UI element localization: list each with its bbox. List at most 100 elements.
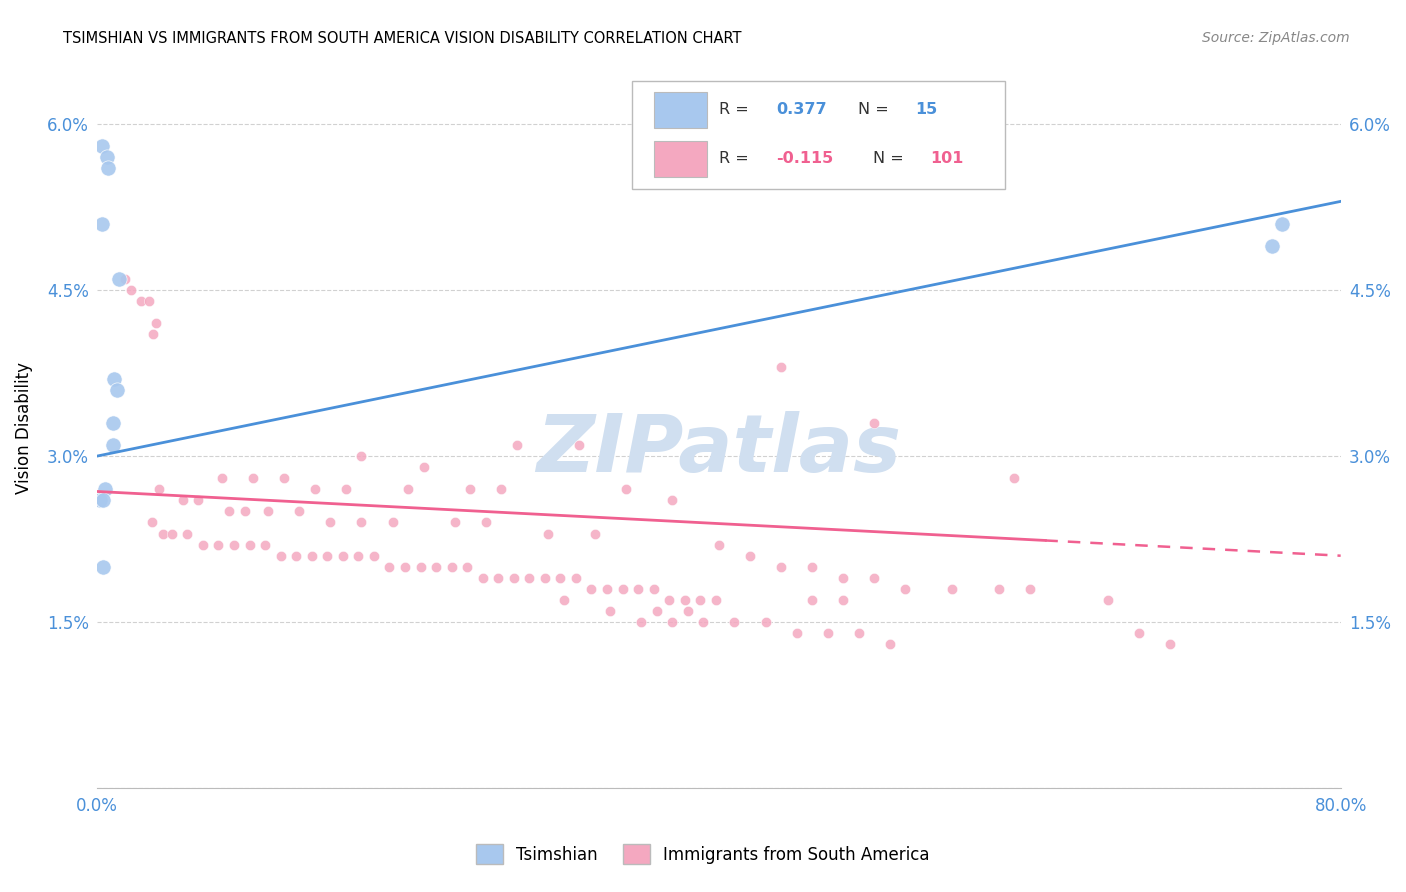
Point [673,593,696,607]
Point [770,559,793,574]
Point [596,582,619,596]
Point [93,493,115,508]
Point [152,526,174,541]
Point [412,460,434,475]
Point [238,538,260,552]
Point [409,559,432,574]
Point [987,582,1010,596]
Point [396,483,419,497]
Point [770,360,793,375]
Point [676,604,699,618]
Point [879,637,901,651]
Point [894,582,917,596]
Point [254,538,277,552]
Point [534,571,557,585]
FancyBboxPatch shape [654,141,706,177]
Point [661,615,683,629]
Point [107,383,129,397]
Point [517,571,540,585]
Text: 15: 15 [915,102,938,117]
Point [658,593,681,607]
Point [817,626,839,640]
Point [207,538,229,552]
Text: N =: N = [873,152,910,167]
Point [350,516,373,530]
Point [707,538,730,552]
Point [148,483,170,497]
Point [1271,217,1294,231]
Point [129,293,152,308]
Point [120,283,142,297]
Point [301,549,323,563]
Point [704,593,727,607]
Point [661,493,683,508]
Point [863,416,886,430]
Point [863,571,886,585]
Text: R =: R = [718,152,754,167]
Point [801,559,824,574]
Text: ZIPatlas: ZIPatlas [537,411,901,489]
Point [347,549,370,563]
Point [614,483,637,497]
Point [93,559,115,574]
Point [832,571,855,585]
Point [378,559,401,574]
Text: 0.377: 0.377 [776,102,827,117]
Point [443,516,465,530]
Point [568,438,591,452]
Point [643,582,665,596]
Point [211,471,233,485]
Point [491,483,513,497]
Text: -0.115: -0.115 [776,152,834,167]
Point [90,217,112,231]
Point [319,516,342,530]
Text: 101: 101 [931,152,963,167]
Point [581,582,603,596]
Point [94,483,117,497]
Point [565,571,588,585]
Text: R =: R = [718,102,754,117]
Point [612,582,634,596]
Point [142,327,165,342]
Point [440,559,463,574]
Point [1097,593,1119,607]
Point [273,471,295,485]
Point [848,626,870,640]
FancyBboxPatch shape [631,81,1005,189]
Point [692,615,714,629]
Point [90,139,112,153]
Point [1002,471,1025,485]
Point [723,615,745,629]
Point [108,272,131,286]
Point [553,593,575,607]
FancyBboxPatch shape [654,92,706,128]
Point [502,571,524,585]
Y-axis label: Vision Disability: Vision Disability [15,362,32,494]
Point [599,604,621,618]
Point [332,549,354,563]
Point [801,593,824,607]
Point [191,538,214,552]
Point [257,504,280,518]
Point [218,504,240,518]
Point [176,526,198,541]
Point [288,504,311,518]
Point [304,483,326,497]
Text: TSIMSHIAN VS IMMIGRANTS FROM SOUTH AMERICA VISION DISABILITY CORRELATION CHART: TSIMSHIAN VS IMMIGRANTS FROM SOUTH AMERI… [63,31,742,46]
Point [458,483,481,497]
Point [627,582,650,596]
Point [335,483,357,497]
Point [456,559,478,574]
Point [786,626,808,640]
Point [425,559,447,574]
Point [285,549,308,563]
Point [114,272,136,286]
Point [270,549,292,563]
Point [222,538,245,552]
Point [471,571,494,585]
Point [141,516,163,530]
Point [103,371,125,385]
Point [1128,626,1150,640]
Point [316,549,339,563]
Point [630,615,652,629]
